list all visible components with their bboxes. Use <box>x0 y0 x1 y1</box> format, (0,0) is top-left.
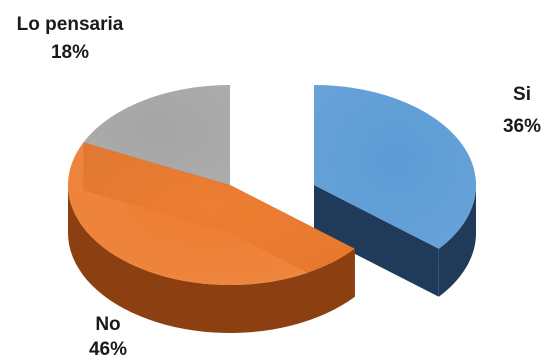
pie-slice-si <box>314 85 476 249</box>
pie-label-si: Si <box>513 84 531 105</box>
pie-value-si: 36% <box>503 116 541 137</box>
pie-slice-lo-pensaria <box>83 85 230 185</box>
pie-slice-wall-si <box>314 185 439 297</box>
pie-slice-no <box>68 142 355 285</box>
pie-label-no: No <box>95 314 120 335</box>
pie-slice-side-no <box>68 185 355 333</box>
pie-label-lo-pensaria: Lo pensaria <box>17 14 124 35</box>
pie-value-no: 46% <box>89 339 127 358</box>
pie-slice-side-si <box>438 185 476 297</box>
pie-value-lo-pensaria: 18% <box>51 42 89 63</box>
